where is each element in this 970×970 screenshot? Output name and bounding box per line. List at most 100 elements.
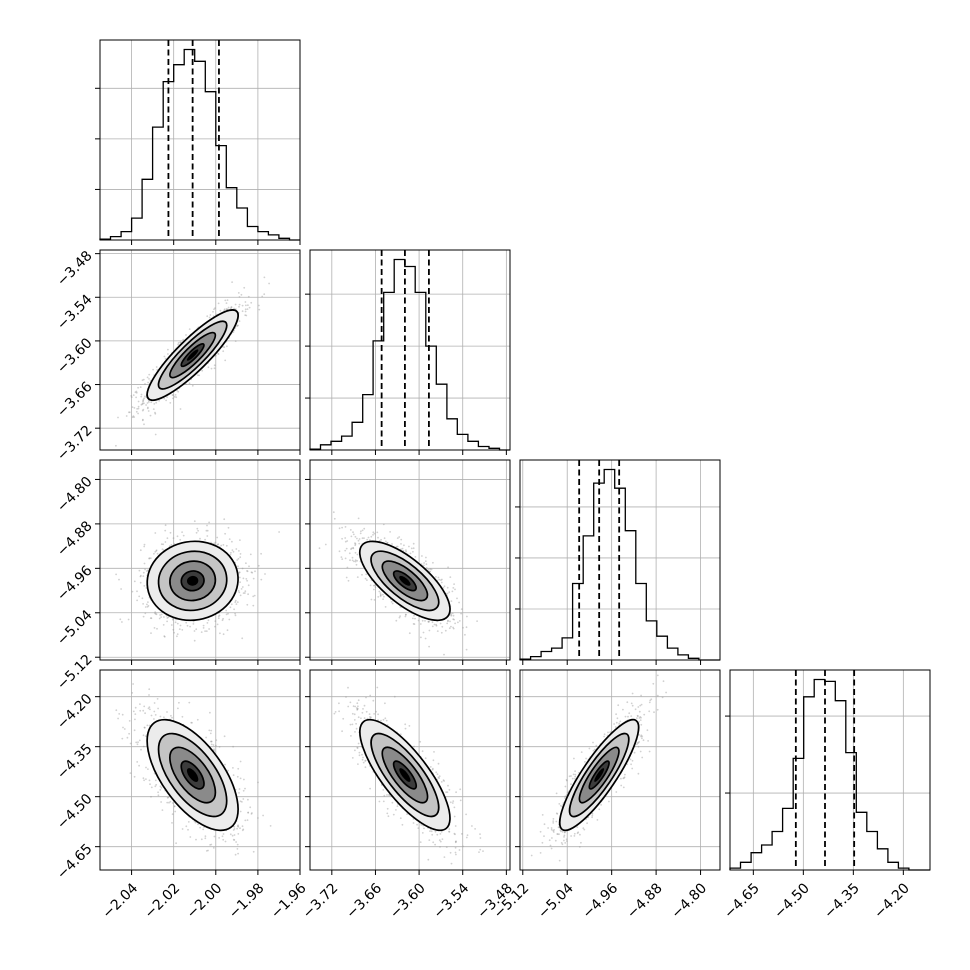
scatter-point <box>452 614 455 617</box>
scatter-point <box>219 309 222 312</box>
scatter-point <box>210 740 213 743</box>
scatter-point <box>206 529 209 532</box>
scatter-point <box>164 357 167 360</box>
scatter-point <box>133 580 136 583</box>
scatter-point <box>372 534 374 536</box>
scatter-point <box>176 622 179 625</box>
scatter-point <box>373 588 375 591</box>
scatter-point <box>166 537 169 540</box>
scatter-point <box>142 400 144 403</box>
scatter-point <box>121 737 124 740</box>
scatter-point <box>230 871 232 873</box>
scatter-point <box>207 619 210 622</box>
panel-frame <box>99 39 301 241</box>
hist-panel-3 <box>725 669 931 875</box>
scatter-point <box>222 617 225 620</box>
scatter-point <box>435 623 437 626</box>
scatter-point <box>204 538 207 541</box>
scatter-point <box>230 551 232 554</box>
scatter-point <box>212 847 215 849</box>
scatter-point <box>164 524 167 527</box>
scatter-point <box>206 535 209 537</box>
panel-frame <box>99 249 301 451</box>
scatter-point <box>144 568 147 571</box>
scatter-point <box>420 636 422 639</box>
scatter-point <box>200 838 203 841</box>
scatter-point <box>269 825 272 827</box>
scatter-point <box>144 612 147 615</box>
scatter-point <box>204 835 207 838</box>
scatter-point <box>117 416 119 419</box>
scatter-point <box>224 299 227 302</box>
scatter-point <box>161 809 164 811</box>
hist-panel-bg <box>730 670 930 870</box>
scatter-point <box>431 621 434 624</box>
scatter-point <box>142 399 145 402</box>
scatter-point <box>148 557 151 560</box>
scatter-point <box>376 531 379 534</box>
scatter-point <box>143 397 146 400</box>
scatter-point <box>232 745 235 748</box>
scatter-point <box>148 373 151 376</box>
scatter-point <box>224 532 227 535</box>
scatter-point <box>359 532 362 535</box>
scatter-point <box>232 838 235 841</box>
scatter-point <box>340 556 343 558</box>
scatter-point <box>166 711 168 713</box>
scatter-point <box>193 639 196 642</box>
scatter-point <box>363 527 366 530</box>
scatter-point <box>428 620 430 623</box>
scatter-point <box>143 562 146 565</box>
scatter-point <box>363 537 365 539</box>
scatter-point <box>231 540 233 543</box>
scatter-point <box>252 850 255 853</box>
scatter-point <box>185 621 188 624</box>
scatter-point <box>142 745 145 748</box>
scatter-point <box>421 619 424 622</box>
scatter-point <box>134 391 137 394</box>
scatter-point <box>142 571 145 574</box>
scatter-point <box>361 529 364 532</box>
scatter-point <box>136 743 139 746</box>
scatter-point <box>202 828 205 831</box>
scatter-point <box>137 405 140 408</box>
scatter-point <box>142 398 145 401</box>
panel-content <box>115 518 280 642</box>
scatter-point <box>379 594 382 596</box>
scatter-point <box>154 532 157 534</box>
scatter-point <box>185 334 187 336</box>
scatter-point <box>130 396 133 398</box>
scatter-point <box>154 412 157 415</box>
scatter-point <box>189 625 192 628</box>
scatter-point <box>236 848 239 850</box>
scatter-point <box>429 568 432 571</box>
scatter-point <box>177 390 180 393</box>
scatter-point <box>247 304 249 307</box>
scatter-point <box>379 592 382 594</box>
scatter-point <box>165 399 168 402</box>
scatter-point <box>458 620 461 622</box>
scatter-point <box>164 529 167 532</box>
contour-line <box>358 540 451 622</box>
scatter-point <box>117 717 119 720</box>
scatter-point <box>137 386 140 389</box>
scatter-point <box>424 620 426 622</box>
scatter-point <box>230 306 233 308</box>
scatter-point <box>140 393 143 396</box>
scatter-point <box>251 571 254 574</box>
scatter-point <box>450 614 453 617</box>
scatter-point <box>220 544 223 547</box>
scatter-point <box>447 620 449 622</box>
contour-line <box>146 309 239 402</box>
scatter-point <box>166 396 169 398</box>
scatter-point <box>239 800 242 803</box>
panel-content <box>115 276 270 447</box>
scatter-point <box>223 309 226 312</box>
contour-line <box>381 560 429 602</box>
scatter-point <box>197 823 199 826</box>
scatter-point <box>233 608 236 611</box>
scatter-point <box>148 401 150 403</box>
scatter-point <box>238 792 240 794</box>
scatter-point <box>227 526 230 529</box>
scatter-point <box>152 408 155 410</box>
